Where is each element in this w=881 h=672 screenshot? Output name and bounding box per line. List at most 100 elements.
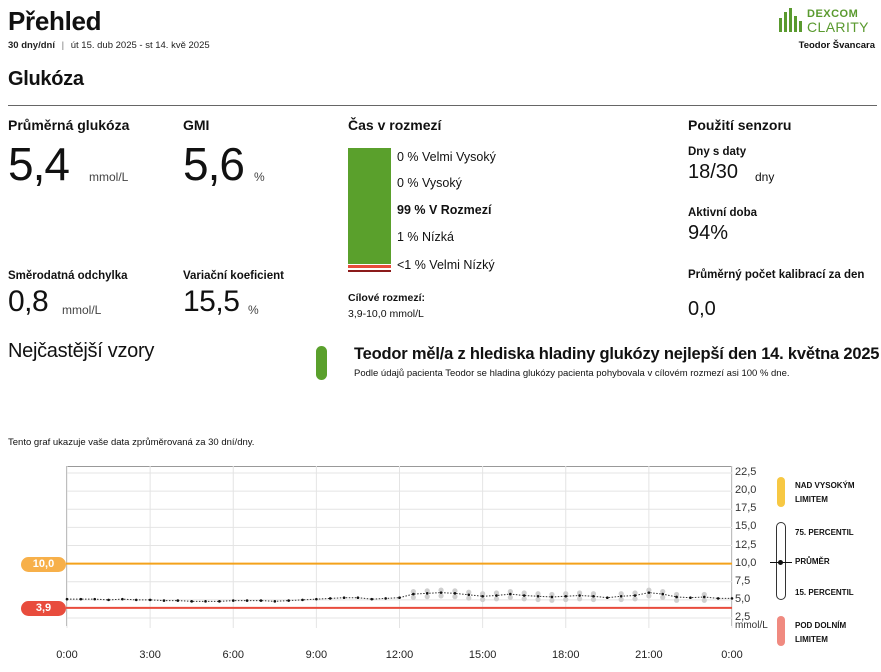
chart-percentile-bands [410, 587, 707, 603]
tir-very-high: 0 % Velmi Vysoký [397, 150, 496, 164]
percentile-band-point [646, 593, 652, 599]
y-tick-label: 10,0 [735, 556, 757, 569]
legend-p15-label: 15. PERCENTIL [795, 588, 854, 597]
tir-segment-in-range [348, 148, 391, 264]
sd-label: Směrodatná odchylka [8, 270, 128, 282]
legend-low-swatch [777, 616, 785, 646]
percentile-band-point [493, 596, 500, 602]
mean-point [287, 599, 290, 602]
tir-in-range: 99 % V Rozmezí [397, 203, 492, 217]
tir-high: 0 % Vysoký [397, 176, 462, 190]
x-tick-label: 0:00 [56, 649, 78, 661]
mean-point [370, 597, 374, 601]
mean-point [675, 595, 678, 599]
mean-point [522, 594, 526, 597]
percentile-band-point [618, 596, 624, 603]
legend-high-swatch [777, 477, 785, 507]
percentile-band-point [673, 591, 680, 598]
mean-point [702, 595, 706, 599]
legend-p75-label: 75. PERCENTIL [795, 528, 854, 537]
mean-point [204, 600, 207, 603]
patterns-label: Nejčastější vzory [8, 340, 155, 362]
percentile-band-point [590, 596, 597, 603]
percentile-band-point [535, 591, 541, 597]
mean-point [481, 594, 484, 598]
percentile-band-point [577, 590, 583, 596]
percentile-band-point [452, 588, 458, 594]
patient-name: Teodor Švancara [798, 40, 875, 51]
mean-point [661, 592, 665, 596]
x-tick-label: 3:00 [139, 649, 161, 661]
section-divider [8, 105, 877, 106]
active-time-value: 94% [688, 222, 729, 244]
percentile-band-point [438, 587, 444, 593]
mean-point [453, 592, 457, 595]
mean-point [218, 600, 221, 603]
target-range-value: 3,9-10,0 mmol/L [348, 308, 424, 320]
percentile-band-point [701, 591, 707, 598]
mean-point [689, 596, 692, 599]
percentile-band-point [410, 594, 416, 600]
y-tick-label: 17,5 [735, 502, 757, 515]
percentile-band-point [590, 591, 597, 597]
dexcom-clarity-logo: DEXCOM CLARITY [779, 8, 875, 36]
mean-point [93, 597, 97, 601]
y-tick-label: 20,0 [735, 484, 757, 497]
percentile-band-point [438, 593, 444, 599]
time-in-range-bar [348, 148, 391, 273]
calibrations-value: 0,0 [688, 298, 716, 320]
percentile-band-point [410, 588, 416, 595]
percentile-band-point [549, 591, 555, 598]
mean-point [107, 598, 110, 602]
mean-point [121, 597, 124, 601]
percentile-band-point [549, 597, 555, 603]
mean-point [606, 596, 609, 599]
y-tick-label: 2,5 [735, 611, 751, 623]
cv-label: Variační koeficient [183, 270, 284, 282]
percentile-band-point [521, 590, 527, 596]
mean-point [259, 599, 263, 602]
y-tick-label: 7,5 [735, 574, 751, 587]
percentile-band-point [673, 597, 680, 603]
period-days: 30 dny/dní [8, 40, 55, 51]
mean-point [536, 594, 540, 598]
legend-mean-label: PRŮMĚR [795, 557, 830, 566]
report-period: 30 dny/dní | út 15. dub 2025 - st 14. kv… [8, 40, 210, 51]
page-title: Přehled [8, 6, 102, 36]
mean-point [342, 596, 346, 599]
days-with-data-value: 18/30 [688, 161, 739, 183]
mean-point [398, 596, 401, 599]
pattern-subtitle: Podle údajů pacienta Teodor se hladina g… [354, 368, 790, 379]
sd-value: 0,8 [8, 285, 49, 318]
chart-limit-lines [66, 562, 732, 609]
percentile-band-point [563, 596, 569, 603]
percentile-band-point [618, 591, 624, 597]
percentile-band-point [577, 596, 583, 602]
mean-point [65, 597, 69, 601]
target-range-label: Cílové rozmezí: [348, 292, 426, 304]
mean-point [273, 600, 277, 603]
active-time-label: Aktivní doba [688, 207, 758, 219]
x-tick-label: 21:00 [635, 649, 663, 661]
mean-point [467, 593, 471, 597]
y-tick-label: 15,0 [735, 520, 757, 533]
legend-mean-dot-icon [778, 560, 783, 565]
pattern-title: Teodor měl/a z hlediska hladiny glukózy … [354, 345, 880, 363]
sensor-usage-label: Použití senzoru [688, 117, 792, 133]
mean-point [647, 591, 651, 594]
percentile-band-point [660, 594, 666, 600]
y-tick-label: 5,0 [735, 592, 751, 605]
section-title: Glukóza [8, 68, 84, 90]
mean-point [425, 592, 429, 595]
mean-point [315, 597, 318, 601]
percentile-band-point [701, 597, 707, 603]
chart-note: Tento graf ukazuje vaše data zprůměrovan… [8, 437, 255, 448]
mean-point [716, 597, 720, 600]
percentile-band-point [493, 590, 500, 596]
chart-grid [66, 466, 733, 628]
legend-percentile-swatch [776, 522, 786, 600]
mean-point [578, 594, 581, 597]
percentile-band-point [424, 588, 430, 594]
percentile-band-point [480, 596, 486, 603]
mean-point [633, 594, 637, 597]
